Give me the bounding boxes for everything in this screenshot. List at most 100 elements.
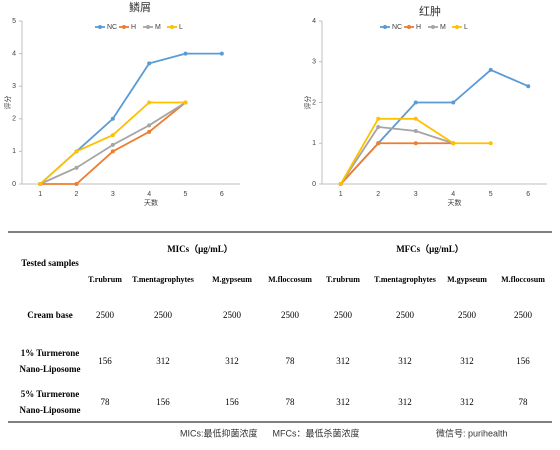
legend-label: M (440, 24, 446, 31)
point (376, 124, 381, 129)
y-axis-label: 评分 (303, 96, 312, 110)
point (488, 67, 493, 72)
x-axis-label: 天数 (448, 198, 462, 207)
point (413, 141, 418, 146)
legend-label: H (416, 24, 421, 31)
legend-label: NC (107, 24, 117, 31)
column-header: M.floccosum (268, 275, 312, 284)
table-cell: 2500 (396, 310, 415, 320)
point (110, 133, 115, 138)
row-label: Cream base (27, 310, 73, 320)
point (110, 149, 115, 154)
x-tick-label: 4 (451, 191, 455, 198)
point (183, 100, 188, 105)
table-cell: 312 (225, 356, 239, 366)
point (413, 100, 418, 105)
column-header: M.gypseum (212, 275, 252, 284)
legend-label: H (131, 24, 136, 31)
row-label: Nano-Liposome (19, 405, 80, 415)
row-label: 1% Turmerone (21, 348, 80, 358)
table-cell: 312 (460, 397, 474, 407)
table-cell: 2500 (458, 310, 477, 320)
point (183, 51, 188, 56)
column-header: M.gypseum (447, 275, 487, 284)
legend-marker (431, 25, 435, 29)
y-tick-label: 0 (12, 181, 16, 188)
y-tick-label: 4 (312, 18, 316, 25)
table-cell: 156 (516, 356, 530, 366)
legend-marker (122, 25, 126, 29)
point (147, 100, 152, 105)
x-tick-label: 2 (75, 191, 79, 198)
legend-marker (146, 25, 150, 29)
x-tick-label: 3 (111, 191, 115, 198)
point (110, 142, 115, 147)
column-header: T.rubrum (326, 275, 360, 284)
legend-marker (98, 25, 102, 29)
x-tick-label: 6 (526, 191, 530, 198)
chart-title: 鳞屑 (129, 0, 151, 14)
point (219, 51, 224, 56)
point (147, 129, 152, 134)
y-tick-label: 0 (312, 181, 316, 188)
point (413, 116, 418, 121)
x-tick-label: 3 (414, 191, 418, 198)
column-header: T.mentagrophytes (132, 275, 194, 284)
column-header: M.floccosum (501, 275, 545, 284)
point (147, 61, 152, 66)
group-header: MFCs（μg/mL） (396, 244, 464, 254)
table-cell: 2500 (154, 310, 173, 320)
legend-label: M (155, 24, 161, 31)
table-cell: 78 (286, 397, 296, 407)
x-tick-label: 4 (147, 191, 151, 198)
legend-marker (170, 25, 174, 29)
legend-marker (455, 25, 459, 29)
table-cell: 156 (156, 397, 170, 407)
x-tick-label: 2 (376, 191, 380, 198)
y-tick-label: 1 (12, 148, 16, 155)
table-cell: 2500 (334, 310, 353, 320)
table-cell: 2500 (96, 310, 115, 320)
row-label: Nano-Liposome (19, 364, 80, 374)
watermark: 微信号: purihealth (436, 427, 508, 438)
legend-label: NC (392, 24, 402, 31)
footnote: MICs:最低抑菌浓度 MFCs：最低杀菌浓度 (180, 427, 360, 438)
table-cell: 312 (156, 356, 170, 366)
point (74, 165, 79, 170)
table-cell: 2500 (281, 310, 300, 320)
x-tick-label: 6 (220, 191, 224, 198)
point (451, 100, 456, 105)
y-tick-label: 5 (12, 18, 16, 25)
point (488, 141, 493, 146)
row-label: 5% Turmerone (21, 389, 80, 399)
x-axis-label: 天数 (144, 198, 158, 207)
point (413, 129, 418, 134)
column-header: T.mentagrophytes (374, 275, 436, 284)
column-header: T.rubrum (88, 275, 122, 284)
table-cell: 312 (460, 356, 474, 366)
chart-title: 红肿 (419, 4, 441, 18)
y-tick-label: 1 (312, 140, 316, 147)
row-header: Tested samples (21, 258, 79, 268)
table-cell: 78 (101, 397, 111, 407)
x-tick-label: 1 (38, 191, 42, 198)
legend-marker (383, 25, 387, 29)
point (376, 116, 381, 121)
legend-label: L (464, 24, 468, 31)
series-line (340, 142, 454, 185)
x-tick-label: 5 (184, 191, 188, 198)
point (38, 182, 43, 186)
y-tick-label: 2 (12, 116, 16, 123)
table-cell: 2500 (223, 310, 242, 320)
legend-marker (407, 25, 411, 29)
y-axis-label: 评分 (3, 96, 12, 110)
table-cell: 312 (398, 356, 412, 366)
point (451, 141, 456, 146)
legend-label: L (179, 24, 183, 31)
point (526, 84, 531, 89)
table-cell: 78 (519, 397, 529, 407)
x-tick-label: 1 (339, 191, 343, 198)
point (376, 141, 381, 146)
table-cell: 156 (98, 356, 112, 366)
